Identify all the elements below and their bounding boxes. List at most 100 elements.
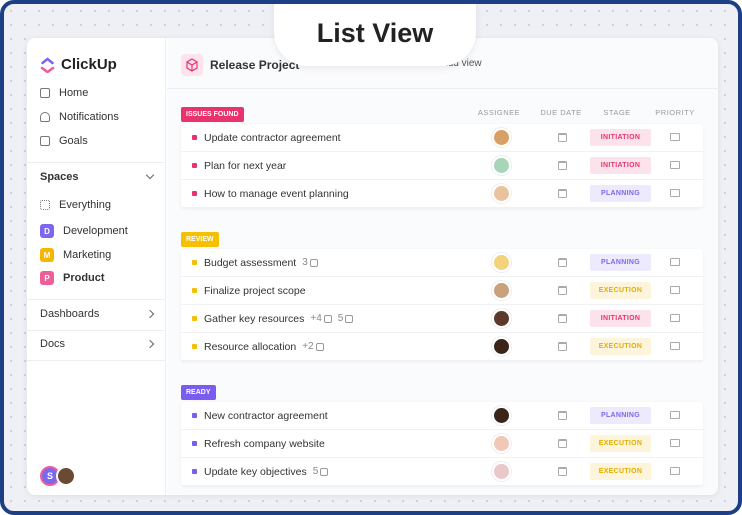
group-label[interactable]: REVIEW [181,232,219,247]
group-tasks: New contractor agreement PLANNING Refresh … [181,402,703,486]
task-name: Plan for next year [204,159,287,172]
assignee-avatar[interactable] [492,281,511,300]
bullet [192,316,197,321]
space-item[interactable]: P Product [40,270,105,286]
priority-icon[interactable] [670,258,680,266]
task-row[interactable]: How to manage event planning PLANNING [181,180,703,208]
due-date-icon[interactable] [558,439,567,448]
due-date-icon[interactable] [558,342,567,351]
column-header: PRIORITY [655,108,695,117]
nav-item[interactable]: Goals [40,133,88,149]
bullet [192,191,197,196]
task-row[interactable]: Refresh company website EXECUTION [181,430,703,458]
task-meta: 5 [338,313,354,324]
task-row[interactable]: Budget assessment 3 PLANNING [181,249,703,277]
space-label: Marketing [63,249,112,261]
meta-count: 5 [312,466,319,477]
assignee-avatar[interactable] [492,309,511,328]
bullet [192,469,197,474]
assignee-avatar[interactable] [492,184,511,203]
assignee-avatar[interactable] [492,406,511,425]
nav-item[interactable]: Home [40,85,88,101]
task-row[interactable]: Update key objectives 5 EXECUTION [181,458,703,486]
task-name-wrap: Finalize project scope [204,277,306,304]
task-name: Refresh company website [204,437,325,450]
assignee-avatar[interactable] [492,128,511,147]
assignee-avatar[interactable] [492,337,511,356]
priority-icon[interactable] [670,314,680,322]
due-date-icon[interactable] [558,286,567,295]
task-row[interactable]: Gather key resources +4 5 INITIATION [181,305,703,333]
assignee-avatar[interactable] [492,434,511,453]
due-date-icon[interactable] [558,411,567,420]
due-date-icon[interactable] [558,189,567,198]
stage-badge[interactable]: INITIATION [590,129,651,146]
task-meta: 5 [313,466,329,477]
group-label[interactable]: ISSUES FOUND [181,107,244,122]
stage-badge[interactable]: PLANNING [590,185,651,202]
stage-badge[interactable]: EXECUTION [590,282,651,299]
task-name-wrap: Update contractor agreement [204,124,341,151]
priority-icon[interactable] [670,161,680,169]
assignee-avatar[interactable] [492,156,511,175]
group-label[interactable]: READY [181,385,216,400]
bullet [192,288,197,293]
add-view-label: Add view [441,58,482,69]
task-name: Finalize project scope [204,284,306,297]
due-date-icon[interactable] [558,314,567,323]
sidebar: ClickUp Home Notifications Goals Spaces Ev… [27,38,166,495]
main: Release Project ListBoardBox+Add view AS… [167,38,718,495]
project-icon [181,54,203,76]
task-name-wrap: How to manage event planning [204,180,349,207]
task-row[interactable]: Finalize project scope EXECUTION [181,277,703,305]
app-window: ClickUp Home Notifications Goals Spaces Ev… [27,38,718,495]
priority-icon[interactable] [670,286,680,294]
space-item[interactable]: M Marketing [40,247,111,263]
space-item[interactable]: Everything [40,197,111,213]
header-divider [167,88,718,89]
priority-icon[interactable] [670,467,680,475]
assignee-avatar[interactable] [492,462,511,481]
task-row[interactable]: Resource allocation +2 EXECUTION [181,333,703,361]
divider [27,299,166,300]
nav-icon [40,112,50,122]
stage-badge[interactable]: EXECUTION [590,435,651,452]
task-row[interactable]: New contractor agreement PLANNING [181,402,703,430]
group-tasks: Budget assessment 3 PLANNING Finalize proje… [181,249,703,361]
stage-badge[interactable]: INITIATION [590,310,651,327]
priority-icon[interactable] [670,189,680,197]
stage-badge[interactable]: PLANNING [590,407,651,424]
section-item[interactable]: Dashboards [40,308,100,320]
stage-badge[interactable]: EXECUTION [590,338,651,355]
priority-icon[interactable] [670,133,680,141]
priority-icon[interactable] [670,439,680,447]
due-date-icon[interactable] [558,161,567,170]
nav-item[interactable]: Notifications [40,109,119,125]
due-date-icon[interactable] [558,258,567,267]
priority-icon[interactable] [670,411,680,419]
due-date-icon[interactable] [558,133,567,142]
stage-badge[interactable]: PLANNING [590,254,651,271]
column-header: DUE DATE [540,108,582,117]
logo [40,56,55,73]
bullet [192,163,197,168]
stage-badge[interactable]: INITIATION [590,157,651,174]
meta-count: 3 [302,257,308,268]
task-name: Update key objectives [204,465,307,478]
section-item[interactable]: Docs [40,338,66,350]
due-date-icon[interactable] [558,467,567,476]
bullet [192,344,197,349]
assignee-avatar[interactable] [492,253,511,272]
task-row[interactable]: Update contractor agreement INITIATION [181,124,703,152]
nav-icon [40,136,50,146]
priority-icon[interactable] [670,342,680,350]
task-name: Resource allocation [204,340,297,353]
space-icon: P [40,271,54,285]
space-item[interactable]: D Development [40,223,128,239]
divider [27,330,166,331]
stage-badge[interactable]: EXECUTION [590,463,651,480]
chevron [145,339,155,349]
task-name: New contractor agreement [204,409,328,422]
meta-count: +4 [310,313,322,324]
task-row[interactable]: Plan for next year INITIATION [181,152,703,180]
